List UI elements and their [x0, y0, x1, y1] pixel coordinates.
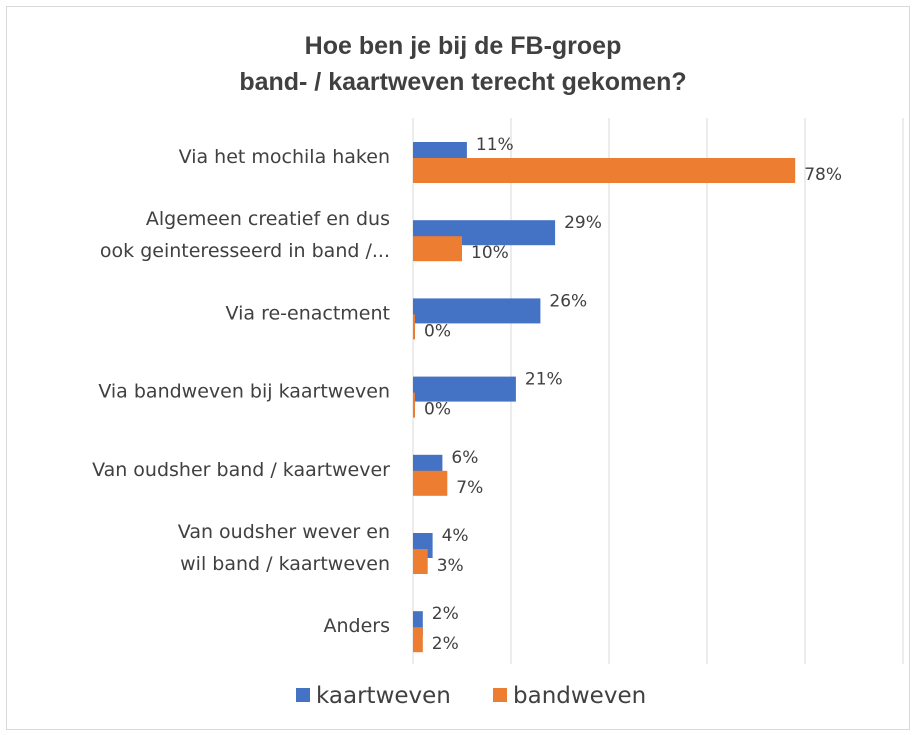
bar-bandweven	[413, 236, 462, 262]
category-label: wil band / kaartweven	[180, 553, 390, 575]
legend-swatch-bandweven	[493, 688, 507, 702]
bar-bandweven	[413, 627, 423, 653]
chart-title: Hoe ben je bij de FB-groep band- / kaartw…	[239, 32, 686, 96]
category-label: Anders	[324, 615, 391, 637]
data-label-bandweven: 78%	[804, 165, 842, 185]
bar-bandweven	[413, 470, 448, 496]
data-label-bandweven: 2%	[432, 634, 459, 654]
data-label-bandweven: 0%	[424, 321, 451, 341]
bar-bandweven	[413, 549, 428, 574]
data-label-kaartweven: 26%	[549, 291, 587, 311]
legend-label-bandweven: bandweven	[513, 683, 646, 709]
bar-kaartweven	[413, 611, 423, 637]
legend-label-kaartweven: kaartweven	[316, 683, 451, 709]
data-label-kaartweven: 6%	[451, 448, 478, 468]
legend: kaartweven bandweven	[296, 683, 646, 709]
chart-title-line: band- / kaartweven terecht gekomen?	[239, 68, 686, 96]
data-label-bandweven: 0%	[424, 400, 451, 420]
bars: 11% 78% 29% 10% 26% 0% 21% 0% 6% 7% 4% 3% 2% 2%	[413, 135, 842, 654]
data-label-bandweven: 3%	[437, 556, 464, 576]
category-labels: Via het mochila haken Algemeen creatief e…	[92, 146, 390, 637]
category-label: Via het mochila haken	[179, 146, 390, 168]
category-label: ook geinteresseerd in band /...	[100, 240, 390, 262]
category-label: Via re-enactment	[226, 302, 390, 324]
bar-bandweven	[413, 314, 415, 340]
data-label-bandweven: 10%	[471, 243, 509, 263]
bar-kaartweven	[413, 376, 516, 402]
category-label: Van oudsher band / kaartwever	[92, 459, 390, 481]
chart-frame	[6, 6, 910, 730]
data-label-kaartweven: 21%	[525, 370, 563, 390]
category-label: Via bandweven bij kaartweven	[98, 381, 390, 403]
data-label-kaartweven: 29%	[564, 213, 602, 233]
category-label: Algemeen creatief en dus	[146, 208, 390, 230]
legend-swatch-kaartweven	[296, 688, 310, 702]
data-label-bandweven: 7%	[456, 478, 483, 498]
bar-bandweven	[413, 158, 796, 183]
bar-bandweven	[413, 392, 415, 418]
data-label-kaartweven: 2%	[432, 604, 459, 624]
bar-kaartweven	[413, 298, 541, 324]
chart-title-line: Hoe ben je bij de FB-groep	[305, 32, 622, 60]
data-label-kaartweven: 4%	[442, 526, 469, 546]
category-label: Van oudsher wever en	[178, 521, 390, 543]
data-label-kaartweven: 11%	[476, 135, 514, 155]
